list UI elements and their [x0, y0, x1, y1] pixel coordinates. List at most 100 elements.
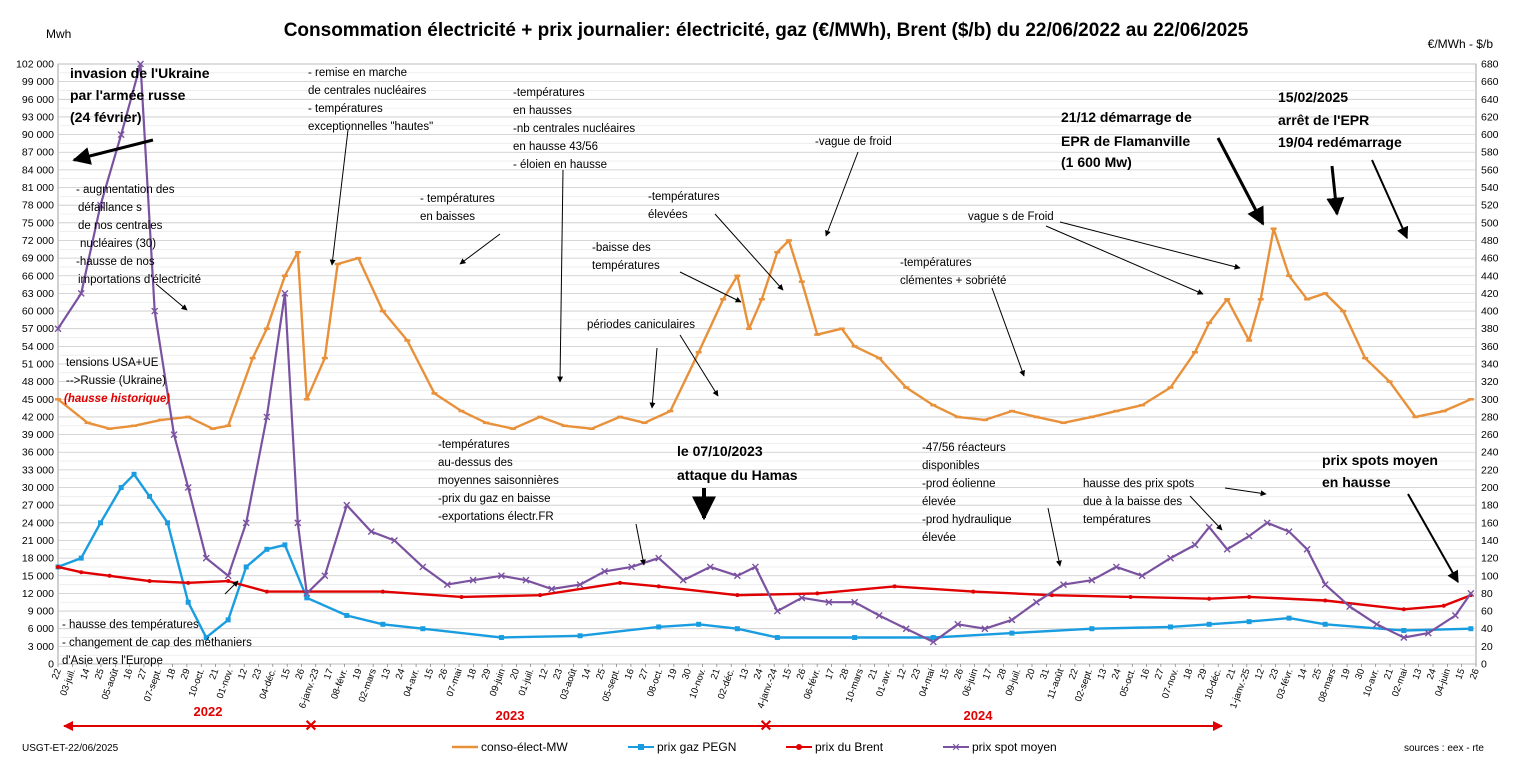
- data-point: [380, 589, 385, 594]
- y-right-tick-label: 560: [1481, 164, 1499, 176]
- data-point: [97, 201, 105, 209]
- x-tick-label: 14: [1296, 667, 1310, 681]
- y-left-tick-label: 60 000: [22, 306, 54, 318]
- annotation-vagues-froid: vague s de Froid: [968, 211, 1054, 223]
- y-right-tick-label: 220: [1481, 464, 1499, 476]
- x-tick-label: 26: [437, 667, 451, 681]
- data-point: [1424, 629, 1432, 637]
- annotation-line: -->Russie (Ukraine): [66, 375, 166, 387]
- data-point: [1088, 576, 1096, 584]
- data-point: [930, 635, 936, 641]
- y-left-tick-label: 27 000: [22, 500, 54, 512]
- legend-label-spot: prix spot moyen: [972, 740, 1057, 754]
- data-point: [498, 635, 504, 641]
- y-left-tick-label: 3 000: [28, 641, 54, 653]
- series-0: [55, 227, 1474, 430]
- annotation-line: disponibles: [922, 460, 980, 472]
- y-left-unit: Mwh: [46, 27, 71, 41]
- data-point: [1401, 607, 1406, 612]
- data-point: [1285, 528, 1293, 536]
- data-point: [1451, 611, 1459, 619]
- data-point: [735, 593, 740, 598]
- data-point: [264, 589, 269, 594]
- annotation-line: températures: [1083, 514, 1151, 526]
- data-point: [548, 585, 556, 593]
- annotation-line: -températures: [648, 191, 720, 203]
- data-point: [1323, 598, 1328, 603]
- x-tick-label: 12: [1253, 667, 1267, 681]
- x-tick-label: 29: [480, 667, 494, 681]
- data-point: [264, 546, 270, 552]
- annotation-line: invasion de l'Ukraine: [70, 65, 210, 81]
- data-point: [733, 572, 741, 580]
- x-tick-label: 14: [580, 667, 594, 681]
- annotation-line: de centrales nucléaires: [308, 85, 427, 97]
- x-tick-label: 30: [1353, 667, 1367, 681]
- data-point: [1400, 634, 1408, 642]
- data-point: [892, 584, 897, 589]
- y-right-tick-label: 500: [1481, 217, 1499, 229]
- x-tick-label: 19: [1339, 667, 1353, 681]
- x-tick-label: 19: [666, 667, 680, 681]
- annotation-arrows: [72, 129, 1459, 595]
- y-left-tick-label: 45 000: [22, 394, 54, 406]
- data-point: [902, 625, 910, 633]
- annotation-line: élevée: [922, 532, 956, 544]
- data-point: [954, 620, 962, 628]
- data-point: [147, 493, 153, 499]
- annotation-tensions: tensions USA+UE -->Russie (Ukraine) (hau…: [64, 357, 170, 405]
- annotation-line: due à la baisse des: [1083, 496, 1182, 508]
- annotation-line: en hausse: [1322, 474, 1391, 490]
- legend-item-brent: prix du Brent: [786, 740, 884, 754]
- annotation-line: -nb centrales nucléaires: [513, 123, 635, 135]
- data-point: [390, 536, 398, 544]
- data-point: [1138, 572, 1146, 580]
- x-tick-label: 26: [795, 667, 809, 681]
- data-point: [497, 572, 505, 580]
- arrow-epr-redemarrage: [1371, 159, 1409, 240]
- x-tick-label: 12: [537, 667, 551, 681]
- year-divider-mark: ✕: [304, 718, 317, 735]
- y-left-tick-label: 39 000: [22, 429, 54, 441]
- annotation-line: -températures: [900, 257, 972, 269]
- annotation-line: - températures: [308, 103, 383, 115]
- y-right-tick-label: 400: [1481, 306, 1499, 318]
- annotation-line: -47/56 réacteurs: [922, 442, 1006, 454]
- data-point: [1263, 519, 1271, 527]
- annotation-line: -prod hydraulique: [922, 514, 1012, 526]
- x-tick-label: 24: [1110, 667, 1124, 681]
- data-point: [981, 625, 989, 633]
- data-point: [303, 589, 311, 597]
- y-right-tick-label: 240: [1481, 447, 1499, 459]
- year-label-2024: 2024: [964, 708, 994, 723]
- data-point: [971, 589, 976, 594]
- data-point: [343, 501, 351, 509]
- annotation-defaillances: - augmentation des défaillance s de nos …: [76, 184, 201, 286]
- x-tick-label: 13: [1095, 667, 1109, 681]
- arrow-canicule-2: [679, 334, 719, 397]
- x-tick-label: 12: [895, 667, 909, 681]
- x-tick-label: 17: [322, 667, 336, 681]
- y-right-tick-label: 60: [1481, 606, 1493, 618]
- data-point: [1303, 545, 1311, 553]
- legend-item-conso: conso-élect-MW: [452, 740, 568, 754]
- data-point: [1245, 532, 1253, 540]
- data-point: [367, 528, 375, 536]
- data-point: [419, 563, 427, 571]
- data-point: [929, 638, 937, 646]
- annotation-line: prix spots moyen: [1322, 452, 1438, 468]
- y-left-tick-label: 99 000: [22, 76, 54, 88]
- annotation-temp-baisses: - températures en baisses: [420, 193, 495, 223]
- arrow-nucleaire: [329, 129, 349, 266]
- data-point: [798, 594, 806, 602]
- data-point: [601, 567, 609, 575]
- data-point: [875, 611, 883, 619]
- y-right-tick-label: 180: [1481, 500, 1499, 512]
- data-point: [282, 542, 288, 548]
- y-right-tick-label: 100: [1481, 570, 1499, 582]
- arrow-temp-hausses: [557, 169, 564, 383]
- y-right-tick-label: 120: [1481, 553, 1499, 565]
- y-right-tick-label: 20: [1481, 641, 1493, 653]
